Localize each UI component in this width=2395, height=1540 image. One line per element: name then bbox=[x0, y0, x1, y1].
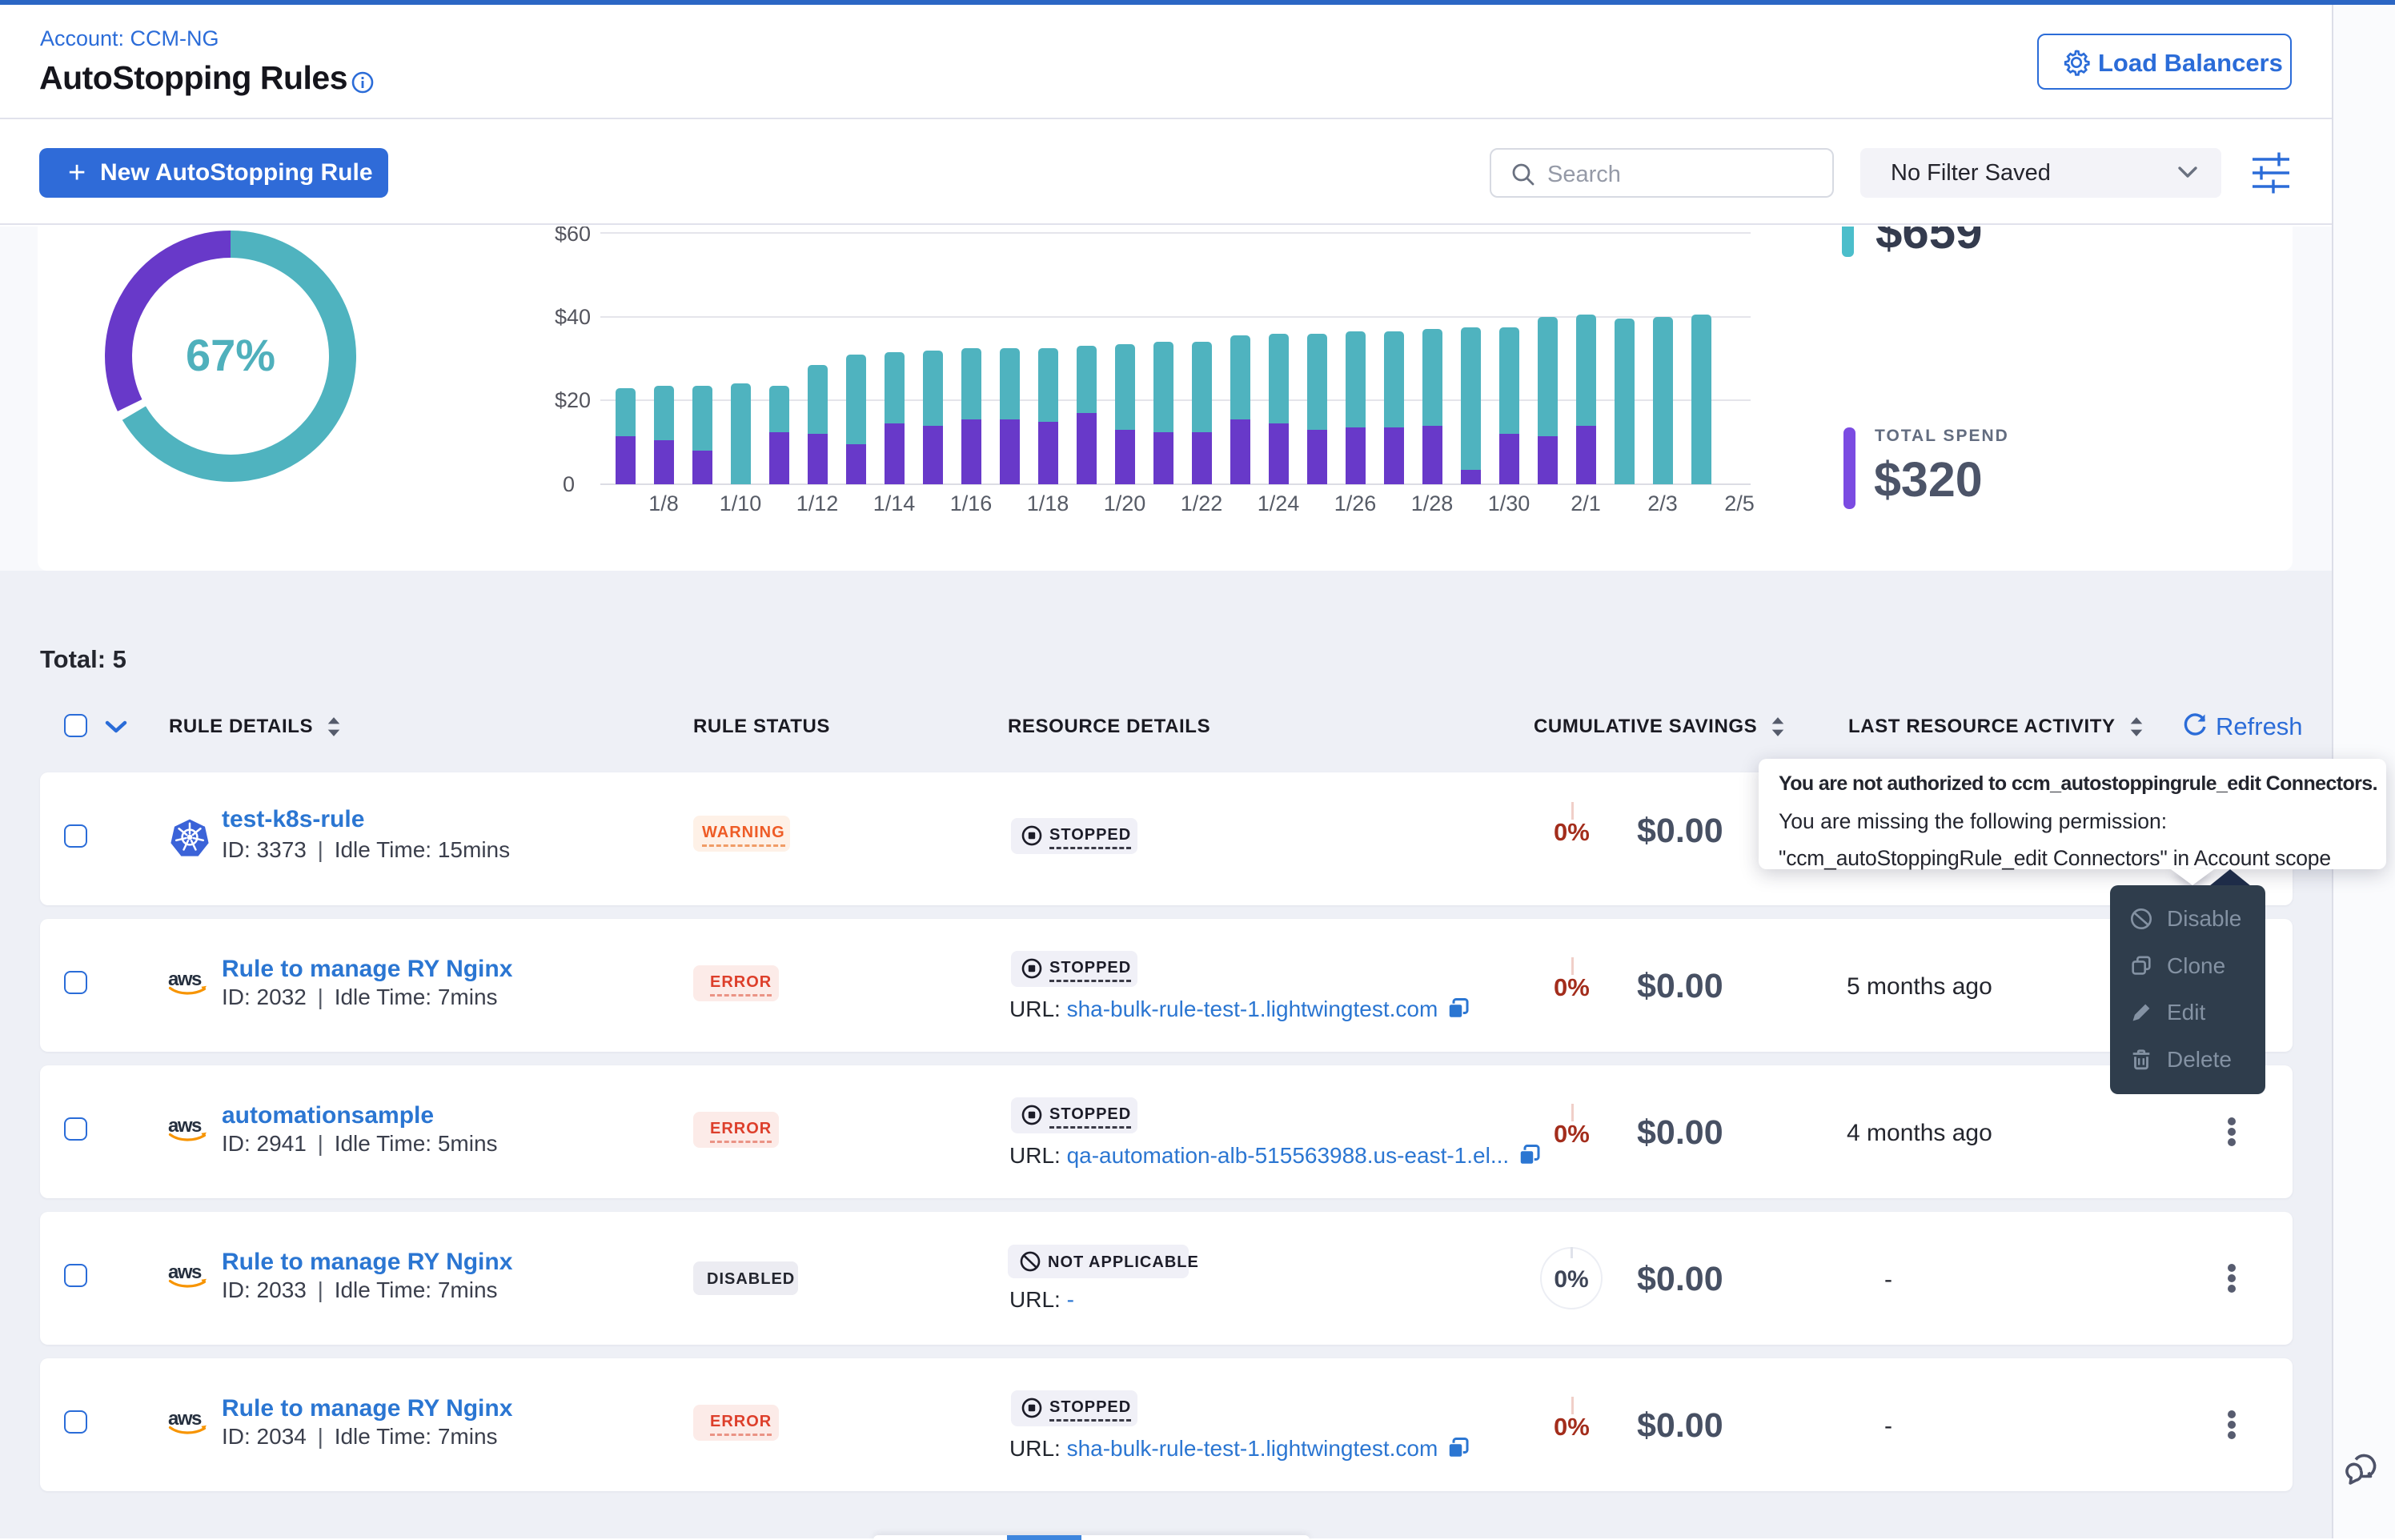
svg-text:aws: aws bbox=[168, 970, 202, 990]
svg-text:aws: aws bbox=[168, 1410, 202, 1430]
svg-text:aws: aws bbox=[168, 1263, 202, 1283]
svg-text:aws: aws bbox=[168, 1117, 202, 1137]
